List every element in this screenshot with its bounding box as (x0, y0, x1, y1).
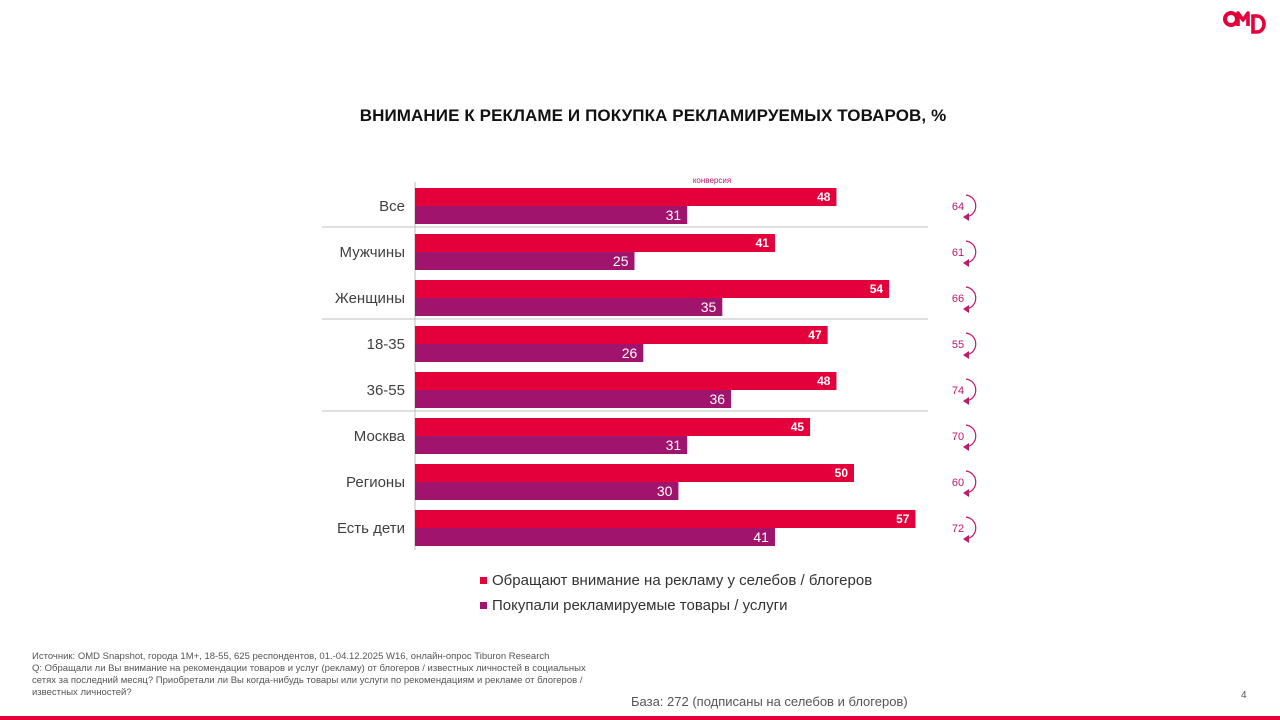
bar-attention-москва (415, 418, 811, 436)
logo-m-shape (1236, 11, 1250, 26)
conversion-arrow-18-35 (965, 332, 977, 356)
bar-value-attention-36-55: 48 (817, 374, 831, 388)
bar-attention-36-55 (415, 372, 837, 390)
category-label-москва: Москва (354, 428, 406, 445)
bar-value-purchase-18-35: 26 (622, 345, 638, 361)
bar-value-purchase-регионы: 30 (657, 483, 673, 499)
bar-purchase-36-55 (415, 390, 732, 408)
bar-purchase-москва (415, 436, 688, 454)
bar-value-attention-все: 48 (817, 190, 831, 204)
question-text: Q: Обращали ли Вы внимание на рекомендац… (32, 663, 586, 698)
conversion-value-18-35: 55 (952, 339, 964, 351)
bar-value-attention-москва: 45 (791, 420, 805, 434)
source-text: Источник: OMD Snapshot, города 1М+, 18-5… (32, 651, 550, 662)
bar-attention-регионы (415, 464, 854, 482)
conversion-arrow-мужчины (965, 240, 977, 264)
legend-swatch-attention (480, 577, 487, 584)
category-label-женщины: Женщины (335, 290, 405, 307)
bar-attention-женщины (415, 280, 890, 298)
bar-value-purchase-есть-дети: 41 (753, 529, 769, 545)
page-number: 4 (1241, 690, 1247, 701)
bar-purchase-женщины (415, 298, 723, 316)
conversion-arrow-36-55 (965, 378, 977, 402)
conversion-value-москва: 70 (952, 431, 964, 443)
conversion-arrow-все (965, 194, 977, 218)
category-label-18-35: 18-35 (367, 336, 405, 353)
bar-value-purchase-москва: 31 (666, 437, 682, 453)
bar-purchase-18-35 (415, 344, 644, 362)
conversion-arrowhead-женщины (963, 305, 969, 313)
conversion-arrow-регионы (965, 470, 977, 494)
conversion-header: конверсия (693, 176, 731, 185)
bar-value-purchase-женщины: 35 (701, 299, 717, 315)
legend-item-attention: Обращают внимание на рекламу у селебов /… (480, 568, 872, 593)
legend-swatch-purchase (480, 602, 487, 609)
conversion-arrowhead-москва (963, 443, 969, 451)
bar-purchase-есть-дети (415, 528, 775, 546)
bar-attention-мужчины (415, 234, 775, 252)
bar-value-purchase-все: 31 (666, 207, 682, 223)
base-note: База: 272 (подписаны на селебов и блогер… (631, 694, 908, 709)
conversion-value-есть-дети: 72 (952, 523, 964, 535)
category-label-есть-дети: Есть дети (337, 520, 405, 537)
bar-purchase-регионы (415, 482, 679, 500)
conversion-arrowhead-18-35 (963, 351, 969, 359)
conversion-arrow-есть-дети (965, 516, 977, 540)
legend-label-purchase: Покупали рекламируемые товары / услуги (492, 597, 788, 614)
legend: Обращают внимание на рекламу у селебов /… (480, 568, 872, 618)
conversion-value-регионы: 60 (952, 477, 964, 489)
legend-label-attention: Обращают внимание на рекламу у селебов /… (492, 572, 873, 589)
bar-value-attention-женщины: 54 (870, 282, 884, 296)
bar-value-attention-регионы: 50 (835, 466, 849, 480)
bar-attention-все (415, 188, 837, 206)
bar-value-attention-18-35: 47 (808, 328, 822, 342)
bar-value-purchase-мужчины: 25 (613, 253, 629, 269)
bar-value-attention-мужчины: 41 (756, 236, 770, 250)
conversion-arrow-женщины (965, 286, 977, 310)
conversion-value-36-55: 74 (952, 385, 964, 397)
logo-d-shape (1251, 14, 1266, 34)
category-label-регионы: Регионы (346, 474, 405, 491)
conversion-value-мужчины: 61 (952, 247, 964, 259)
category-label-мужчины: Мужчины (340, 244, 405, 261)
bottom-rule (0, 716, 1280, 720)
bar-purchase-все (415, 206, 688, 224)
conversion-value-женщины: 66 (952, 293, 964, 305)
conversion-arrowhead-все (963, 213, 969, 221)
bar-value-purchase-36-55: 36 (710, 391, 726, 407)
chart-title: ВНИМАНИЕ К РЕКЛАМЕ И ПОКУПКА РЕКЛАМИРУЕМ… (359, 106, 947, 125)
conversion-arrowhead-36-55 (963, 397, 969, 405)
category-label-все: Все (379, 198, 405, 215)
conversion-arrowhead-регионы (963, 489, 969, 497)
conversion-arrowhead-мужчины (963, 259, 969, 267)
conversion-arrow-москва (965, 424, 977, 448)
conversion-value-все: 64 (952, 201, 964, 213)
bar-purchase-мужчины (415, 252, 635, 270)
source-note: Источник: OMD Snapshot, города 1М+, 18-5… (32, 651, 602, 699)
legend-item-purchase: Покупали рекламируемые товары / услуги (480, 593, 872, 618)
category-label-36-55: 36-55 (367, 382, 405, 399)
omd-logo (1223, 11, 1266, 34)
conversion-arrowhead-есть-дети (963, 535, 969, 543)
bar-attention-есть-дети (415, 510, 916, 528)
bar-attention-18-35 (415, 326, 828, 344)
bar-value-attention-есть-дети: 57 (896, 512, 910, 526)
